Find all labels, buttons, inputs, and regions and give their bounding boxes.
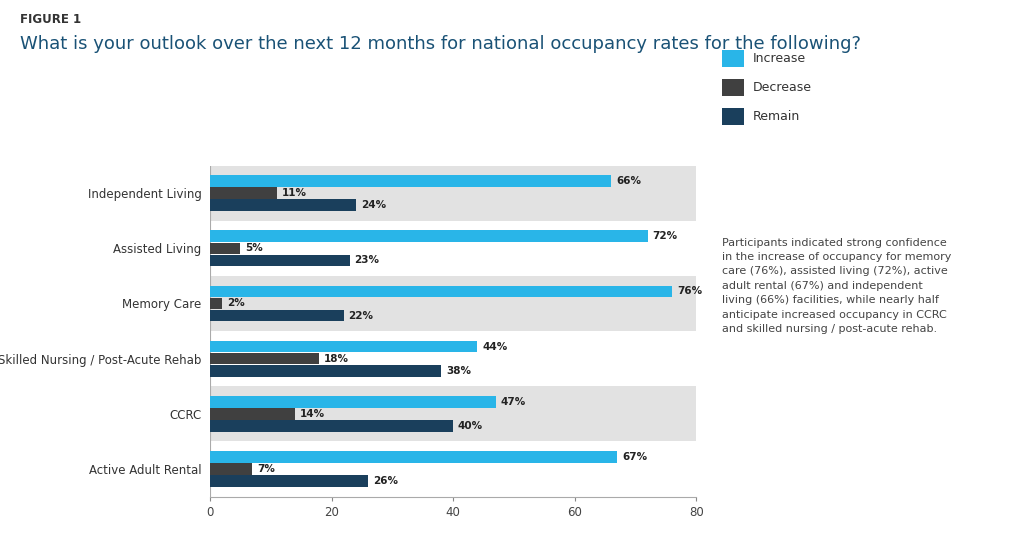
- Bar: [210, 200, 356, 211]
- Bar: [210, 242, 241, 254]
- Bar: [210, 396, 496, 407]
- Bar: [210, 230, 647, 242]
- Text: 18%: 18%: [325, 354, 349, 364]
- Bar: [210, 310, 344, 321]
- Text: 67%: 67%: [623, 452, 647, 462]
- Text: Participants indicated strong confidence
in the increase of occupancy for memory: Participants indicated strong confidence…: [722, 238, 951, 334]
- Text: 66%: 66%: [616, 176, 641, 186]
- Text: 11%: 11%: [282, 188, 306, 198]
- Text: 72%: 72%: [652, 231, 678, 241]
- Text: Decrease: Decrease: [753, 81, 812, 94]
- Text: Increase: Increase: [753, 52, 806, 65]
- Text: 5%: 5%: [245, 244, 263, 253]
- Text: 23%: 23%: [354, 255, 380, 265]
- Bar: [210, 221, 696, 276]
- Text: 38%: 38%: [445, 366, 471, 376]
- Bar: [210, 331, 696, 386]
- Text: 2%: 2%: [227, 299, 245, 309]
- Text: 40%: 40%: [458, 421, 483, 431]
- Bar: [210, 255, 350, 266]
- Text: FIGURE 1: FIGURE 1: [20, 13, 82, 26]
- Bar: [210, 341, 477, 352]
- Bar: [210, 353, 319, 365]
- Bar: [210, 386, 696, 442]
- Bar: [210, 463, 253, 475]
- Bar: [210, 451, 617, 462]
- Text: 76%: 76%: [677, 286, 702, 296]
- Bar: [210, 175, 611, 187]
- Bar: [210, 408, 295, 420]
- Bar: [210, 442, 696, 497]
- Bar: [210, 420, 453, 432]
- Bar: [210, 475, 368, 487]
- Text: 22%: 22%: [348, 311, 374, 320]
- Text: 44%: 44%: [482, 342, 508, 351]
- Text: 7%: 7%: [257, 464, 275, 474]
- Text: 24%: 24%: [360, 200, 386, 210]
- Bar: [210, 365, 441, 376]
- Text: 26%: 26%: [373, 476, 398, 486]
- Bar: [210, 166, 696, 221]
- Bar: [210, 276, 696, 331]
- Text: What is your outlook over the next 12 months for national occupancy rates for th: What is your outlook over the next 12 mo…: [20, 35, 861, 53]
- Bar: [210, 187, 276, 199]
- Bar: [210, 297, 222, 309]
- Text: 47%: 47%: [501, 397, 525, 407]
- Text: 14%: 14%: [300, 409, 325, 419]
- Bar: [210, 286, 672, 297]
- Text: Remain: Remain: [753, 111, 800, 123]
